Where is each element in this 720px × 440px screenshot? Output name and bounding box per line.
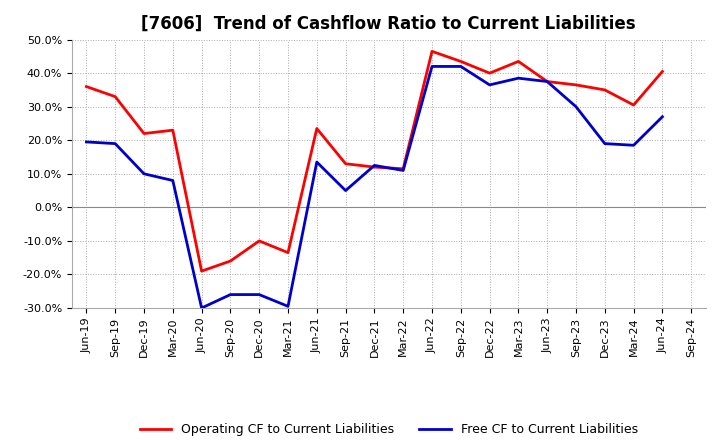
Free CF to Current Liabilities [341,188,350,193]
Free CF to Current Liabilities [370,163,379,168]
Free CF to Current Liabilities [600,141,609,146]
Operating CF to Current Liabilities [168,128,177,133]
Legend: Operating CF to Current Liabilities, Free CF to Current Liabilities: Operating CF to Current Liabilities, Fre… [135,418,643,440]
Free CF to Current Liabilities [111,141,120,146]
Operating CF to Current Liabilities [428,49,436,54]
Operating CF to Current Liabilities [197,268,206,274]
Free CF to Current Liabilities [658,114,667,119]
Operating CF to Current Liabilities [111,94,120,99]
Free CF to Current Liabilities [226,292,235,297]
Operating CF to Current Liabilities [312,126,321,131]
Operating CF to Current Liabilities [284,250,292,255]
Free CF to Current Liabilities [82,139,91,145]
Operating CF to Current Liabilities [543,79,552,84]
Operating CF to Current Liabilities [456,59,465,64]
Operating CF to Current Liabilities [658,69,667,74]
Free CF to Current Liabilities [456,64,465,69]
Operating CF to Current Liabilities [399,166,408,172]
Free CF to Current Liabilities [168,178,177,183]
Free CF to Current Liabilities [485,82,494,88]
Free CF to Current Liabilities [428,64,436,69]
Operating CF to Current Liabilities [600,87,609,92]
Free CF to Current Liabilities [514,76,523,81]
Operating CF to Current Liabilities [82,84,91,89]
Free CF to Current Liabilities [543,79,552,84]
Operating CF to Current Liabilities [140,131,148,136]
Operating CF to Current Liabilities [572,82,580,88]
Operating CF to Current Liabilities [226,258,235,264]
Title: [7606]  Trend of Cashflow Ratio to Current Liabilities: [7606] Trend of Cashflow Ratio to Curren… [142,15,636,33]
Free CF to Current Liabilities [284,304,292,309]
Operating CF to Current Liabilities [629,103,638,108]
Operating CF to Current Liabilities [341,161,350,166]
Operating CF to Current Liabilities [255,238,264,244]
Free CF to Current Liabilities [140,171,148,176]
Line: Free CF to Current Liabilities: Free CF to Current Liabilities [86,66,662,308]
Line: Operating CF to Current Liabilities: Operating CF to Current Liabilities [86,51,662,271]
Operating CF to Current Liabilities [514,59,523,64]
Free CF to Current Liabilities [312,159,321,165]
Free CF to Current Liabilities [197,305,206,311]
Free CF to Current Liabilities [399,168,408,173]
Operating CF to Current Liabilities [485,70,494,76]
Free CF to Current Liabilities [255,292,264,297]
Operating CF to Current Liabilities [370,165,379,170]
Free CF to Current Liabilities [572,104,580,109]
Free CF to Current Liabilities [629,143,638,148]
